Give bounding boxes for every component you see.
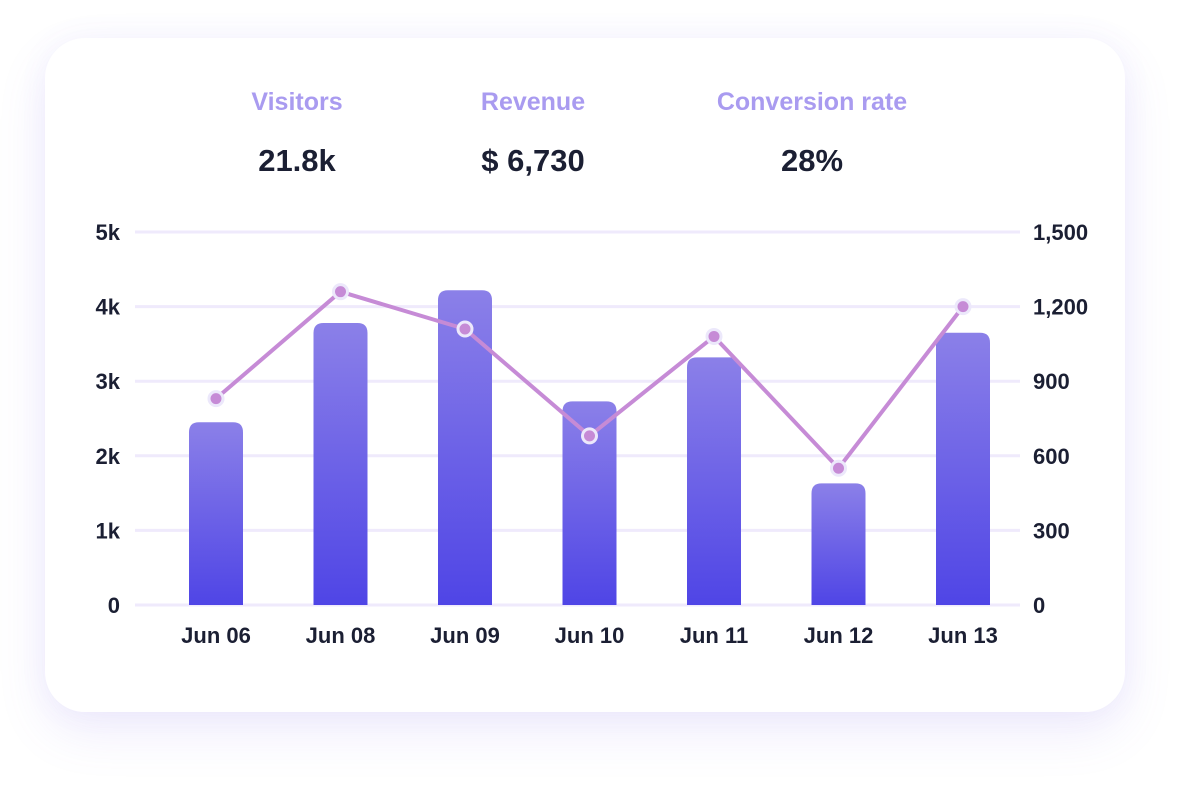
x-axis-tick: Jun 13 [928,623,998,648]
x-axis-tick: Jun 06 [181,623,251,648]
revenue-point[interactable] [830,459,847,477]
kpi-visitors: Visitors 21.8k [167,88,427,179]
right-axis-tick: 900 [1033,369,1070,394]
revenue-point[interactable] [332,283,349,301]
bar-visitors[interactable] [189,422,243,605]
revenue-point[interactable] [581,427,598,445]
x-axis-tick: Jun 12 [804,623,874,648]
kpi-value: $ 6,730 [481,143,585,178]
kpi-revenue: Revenue $ 6,730 [403,88,663,179]
kpi-label: Conversion rate [716,88,908,116]
revenue-point[interactable] [456,320,474,338]
bar-visitors[interactable] [313,323,368,605]
x-axis-tick: Jun 11 [680,623,748,648]
left-axis-tick: 2k [96,444,121,469]
left-axis-tick: 4k [96,295,121,320]
bar-visitors[interactable] [687,357,741,605]
right-axis-tick: 1,200 [1033,295,1088,320]
left-axis-tick: 0 [108,593,120,618]
left-axis-tick: 1k [96,518,121,543]
x-axis-tick: Jun 08 [306,623,376,648]
kpi-value: 28% [780,143,844,178]
revenue-point[interactable] [705,327,723,345]
right-axis-tick: 600 [1033,444,1070,469]
x-axis-tick: Jun 09 [430,623,500,648]
revenue-point[interactable] [954,298,972,316]
bar-visitors[interactable] [438,290,492,605]
bar-visitors[interactable] [811,483,866,605]
right-axis-tick: 300 [1033,518,1070,543]
kpi-label: Revenue [480,88,586,116]
kpi-conversion-rate: Conversion rate 28% [682,88,942,179]
right-axis-tick: 1,500 [1033,220,1088,245]
left-axis-tick: 3k [96,369,121,394]
left-axis-tick: 5k [96,220,121,245]
kpi-label: Visitors [251,88,343,116]
kpi-value: 21.8k [258,143,336,178]
bar-visitors[interactable] [936,332,990,605]
revenue-point[interactable] [207,390,225,408]
right-axis-tick: 0 [1033,593,1045,618]
x-axis-tick: Jun 10 [555,623,625,648]
bar-visitors[interactable] [562,401,617,605]
